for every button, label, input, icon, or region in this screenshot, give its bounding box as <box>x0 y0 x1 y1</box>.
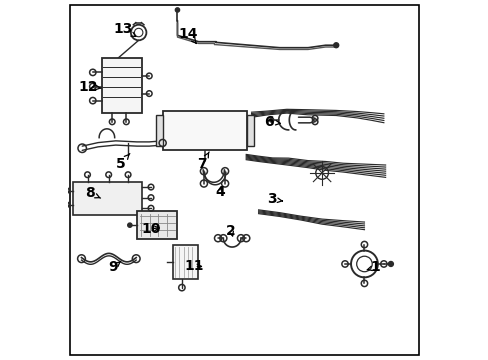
Bar <box>102 58 142 113</box>
Circle shape <box>269 118 273 122</box>
Text: 6: 6 <box>264 115 280 129</box>
Text: 13: 13 <box>113 22 136 36</box>
Text: 10: 10 <box>141 222 161 236</box>
Circle shape <box>387 261 392 266</box>
Text: 7: 7 <box>197 152 209 171</box>
Bar <box>156 115 163 147</box>
Text: 9: 9 <box>108 261 121 274</box>
Bar <box>137 211 177 239</box>
Circle shape <box>127 223 132 227</box>
Text: 14: 14 <box>178 27 198 44</box>
Bar <box>247 115 253 147</box>
Circle shape <box>175 8 179 12</box>
Text: 1: 1 <box>366 261 379 274</box>
Text: 4: 4 <box>215 185 224 199</box>
Bar <box>73 182 142 215</box>
Text: 8: 8 <box>85 186 101 201</box>
Text: 2: 2 <box>226 224 236 238</box>
Text: 3: 3 <box>266 192 282 206</box>
Text: 11: 11 <box>184 260 203 274</box>
Circle shape <box>333 43 338 48</box>
Bar <box>173 245 198 279</box>
Bar <box>163 111 247 150</box>
Text: 5: 5 <box>115 154 129 171</box>
Text: 12: 12 <box>79 80 101 94</box>
